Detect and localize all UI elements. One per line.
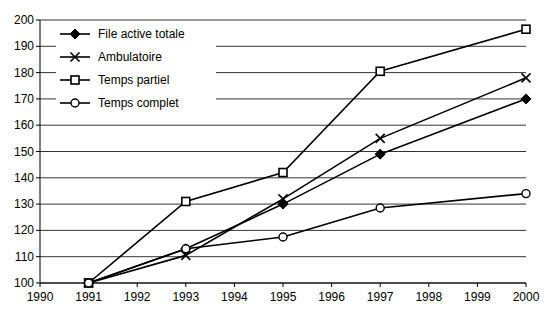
y-tick (36, 20, 40, 21)
legend-label: Ambulatoire (98, 50, 162, 64)
point (376, 134, 385, 143)
series-line (89, 99, 526, 283)
x-tick (526, 283, 527, 287)
y-axis (40, 20, 41, 283)
x-tick-label: 1992 (124, 290, 151, 304)
x-tick-label: 1998 (415, 290, 442, 304)
grid-line (40, 20, 526, 21)
y-tick-label: 180 (14, 66, 34, 80)
x-tick-label: 1993 (172, 290, 199, 304)
x-tick-label: 1991 (75, 290, 102, 304)
x-tick-label: 1994 (221, 290, 248, 304)
y-tick (36, 72, 40, 73)
y-tick (36, 177, 40, 178)
chart-root: 100 110 120 130 140 150 160 170 180 190 200 1990 199… (0, 0, 549, 313)
point (182, 245, 190, 253)
grid-line (40, 177, 526, 178)
y-tick (36, 204, 40, 205)
grid-line (40, 256, 526, 257)
point (182, 197, 190, 205)
point (376, 204, 384, 212)
y-tick (36, 230, 40, 231)
x-tick (380, 283, 381, 287)
point (375, 149, 385, 159)
y-tick (36, 98, 40, 99)
legend-bg (56, 22, 216, 120)
y-tick-label: 200 (14, 13, 34, 27)
x-tick-label: 1999 (464, 290, 491, 304)
grid-line (40, 283, 526, 284)
x-tick (185, 283, 186, 287)
x-tick (477, 283, 478, 287)
grid-line (40, 151, 526, 152)
series-line (89, 194, 526, 283)
x-tick (137, 283, 138, 287)
x-tick-label: 1990 (27, 290, 54, 304)
axes: 100 110 120 130 140 150 160 170 180 190 200 1990 199… (14, 13, 540, 304)
x-tick (283, 283, 284, 287)
y-tick-label: 120 (14, 223, 34, 237)
y-tick-label: 160 (14, 118, 34, 132)
point (279, 194, 288, 203)
legend-marker (71, 76, 79, 84)
point (85, 279, 93, 287)
point (84, 278, 94, 288)
grid-line (40, 230, 526, 231)
y-tick (36, 125, 40, 126)
x-tick (331, 283, 332, 287)
legend: File active totale Ambulatoire Temps parti… (56, 22, 216, 120)
point (522, 73, 531, 82)
point (522, 190, 530, 198)
legend-marker (71, 99, 79, 107)
point (85, 279, 93, 287)
series-line (89, 78, 526, 283)
y-tick-label: 150 (14, 145, 34, 159)
legend-marker (70, 29, 80, 39)
x-axis (40, 283, 526, 284)
y-tick-label: 130 (14, 197, 34, 211)
point (84, 279, 93, 288)
point (279, 233, 287, 241)
legend-label: Temps complet (98, 96, 179, 110)
y-tick-label: 170 (14, 92, 34, 106)
legend-marker (71, 53, 80, 62)
y-tick-label: 190 (14, 39, 34, 53)
y-tick (36, 256, 40, 257)
y-tick (36, 46, 40, 47)
grid-line (40, 125, 526, 126)
x-tick (234, 283, 235, 287)
y-tick-label: 140 (14, 171, 34, 185)
x-tick (40, 283, 41, 287)
x-tick (428, 283, 429, 287)
legend-label: File active totale (98, 27, 185, 41)
point (522, 25, 530, 33)
point (279, 169, 287, 177)
y-tick-label: 110 (15, 250, 34, 264)
y-tick (36, 283, 40, 284)
point (376, 67, 384, 75)
y-tick (36, 151, 40, 152)
x-tick-label: 2000 (513, 290, 540, 304)
chart: 100 110 120 130 140 150 160 170 180 190 200 1990 199… (0, 0, 549, 313)
legend-label: Temps partiel (98, 73, 169, 87)
x-tick-label: 1997 (367, 290, 394, 304)
x-tick-label: 1996 (318, 290, 345, 304)
x-tick-label: 1995 (270, 290, 297, 304)
y-tick-label: 100 (14, 276, 34, 290)
point (521, 94, 531, 104)
